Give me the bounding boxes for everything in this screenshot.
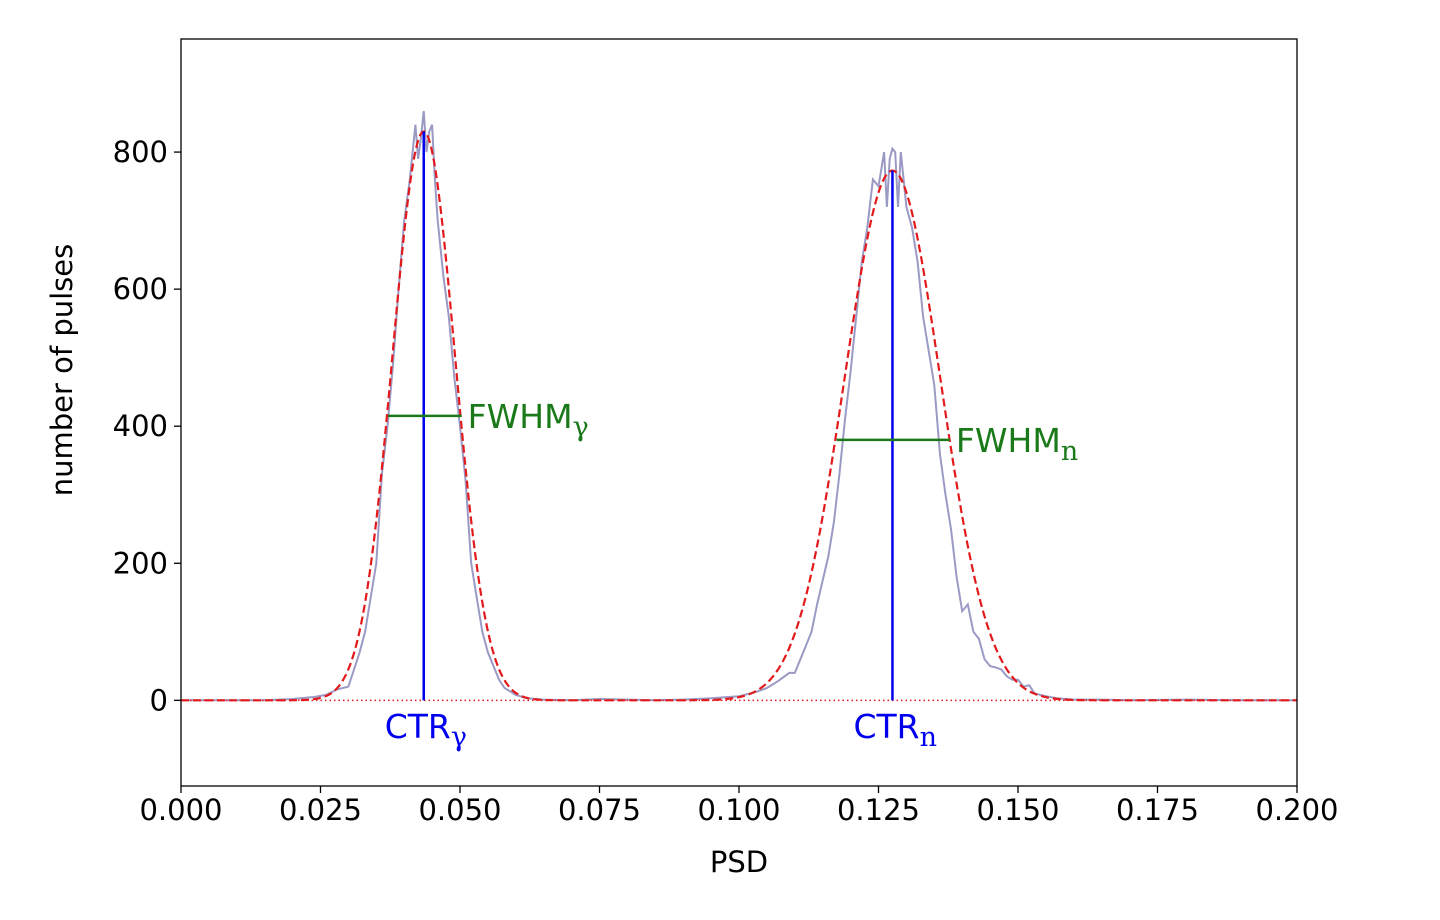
fwhm-label: FWHMγ: [468, 397, 589, 443]
y-tick-label: 600: [113, 272, 168, 306]
centroid-label-subscript: n: [920, 722, 937, 753]
fwhm-label-subscript: n: [1061, 436, 1078, 467]
fwhm-label-subscript: γ: [573, 412, 589, 443]
x-tick-label: 0.150: [976, 793, 1059, 827]
y-axis: 0 200 400 600 800: [113, 135, 181, 717]
data-layer: [181, 110, 1297, 702]
x-tick-label: 0.025: [279, 793, 362, 827]
y-tick-label: 200: [113, 546, 168, 580]
x-axis-title: PSD: [710, 845, 768, 879]
fwhm-label-main: FWHM: [956, 421, 1061, 460]
fwhm-label-main: FWHM: [468, 397, 573, 436]
x-axis: 0.000 0.025 0.050 0.075 0.100 0.125 0.150 0.175…: [139, 786, 1339, 827]
centroid-label-main: CTR: [385, 707, 451, 746]
x-tick-label: 0.200: [1255, 793, 1338, 827]
centroid-label-subscript: γ: [451, 722, 467, 753]
x-tick-label: 0.000: [139, 793, 222, 827]
y-tick-label: 0: [150, 683, 168, 717]
gaussian-fit-line: [181, 130, 1297, 702]
centroid-label: CTRn: [853, 707, 937, 753]
fwhm-label: FWHMn: [956, 421, 1078, 467]
y-tick-label: 400: [113, 409, 168, 443]
y-axis-title: number of pulses: [45, 244, 79, 496]
y-tick-label: 800: [113, 135, 168, 169]
histogram-line: [181, 110, 1297, 702]
x-tick-label: 0.075: [558, 793, 641, 827]
plot-background: [181, 39, 1297, 786]
centroid-label: CTRγ: [385, 707, 467, 753]
centroid-label-main: CTR: [853, 707, 919, 746]
x-tick-label: 0.100: [697, 793, 780, 827]
x-tick-label: 0.125: [837, 793, 920, 827]
x-tick-label: 0.175: [1116, 793, 1199, 827]
x-tick-label: 0.050: [418, 793, 501, 827]
